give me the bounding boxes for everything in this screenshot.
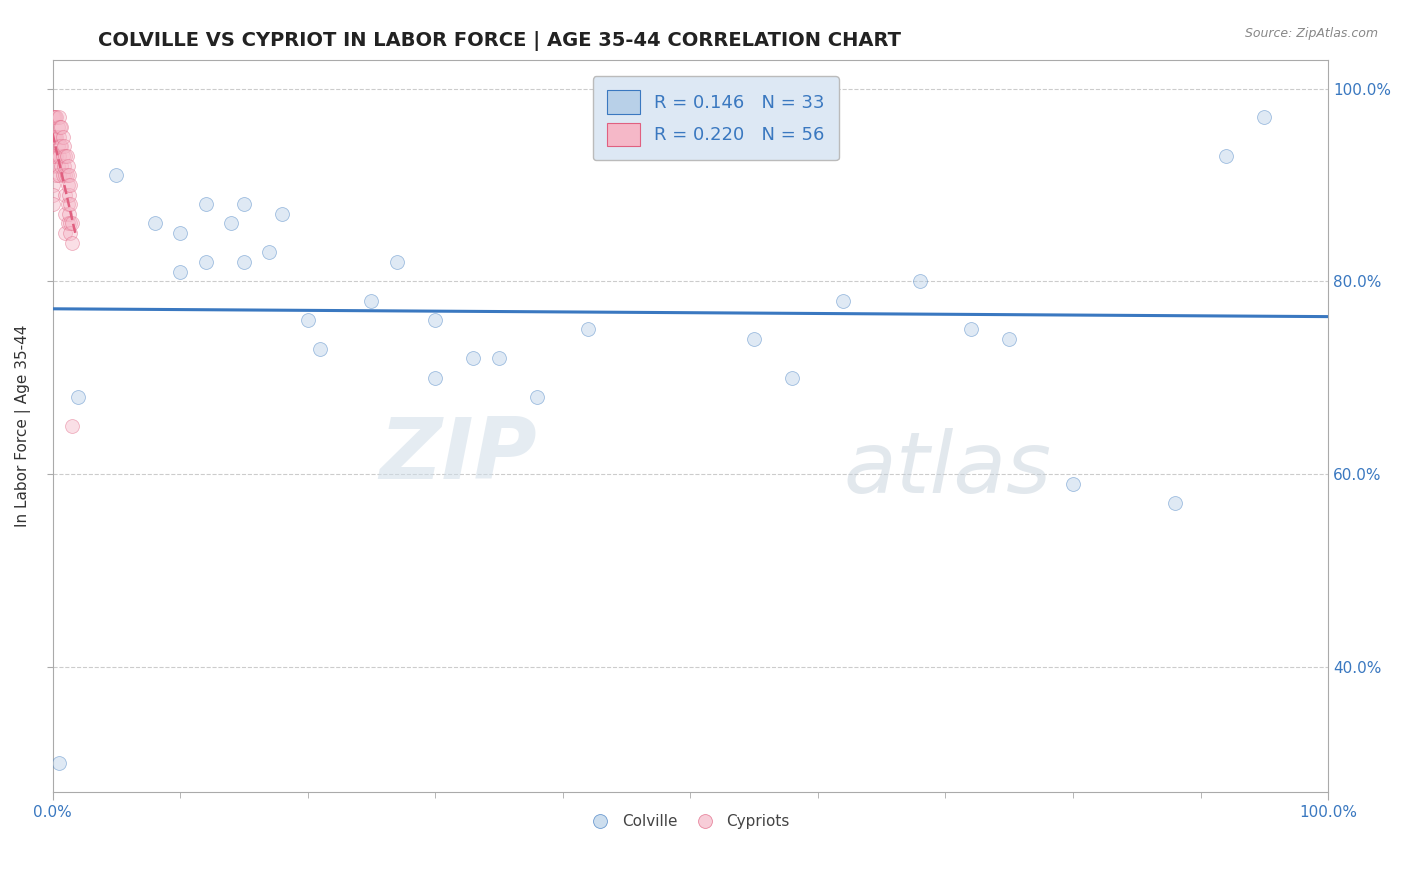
Point (53, 149, 76, 163)
Point (44, 149, 66, 163)
Point (60, 418, 83, 433)
Point (45, 168, 67, 182)
Y-axis label: In Labor Force | Age 35-44: In Labor Force | Age 35-44 (15, 325, 31, 527)
Point (908, 274, 931, 288)
Point (143, 216, 166, 230)
Point (998, 332, 1021, 346)
Point (59, 197, 82, 211)
Point (360, 293, 382, 308)
Point (385, 255, 408, 269)
Point (41, 197, 63, 211)
Point (232, 255, 254, 269)
Point (52, 149, 75, 163)
Point (51, 159, 73, 173)
Point (41, 149, 63, 163)
Point (52, 129, 75, 144)
Point (53, 187, 76, 202)
Point (41, 159, 63, 173)
Point (46, 159, 69, 173)
Point (49, 139, 72, 153)
Point (44, 129, 66, 144)
Point (297, 312, 319, 326)
Point (425, 312, 447, 326)
Point (41, 129, 63, 144)
Point (53, 139, 76, 153)
Point (55, 168, 77, 182)
Point (48, 129, 70, 144)
Point (41, 178, 63, 192)
Point (48, 756, 70, 770)
Point (45, 111, 67, 125)
Point (1164, 496, 1187, 510)
Point (309, 342, 332, 356)
Point (219, 216, 242, 230)
Point (51, 120, 73, 134)
Point (44, 111, 66, 125)
Point (60, 216, 83, 230)
Point (46, 120, 69, 134)
Point (169, 226, 191, 240)
Point (41, 187, 63, 202)
Point (48, 149, 70, 163)
Point (576, 322, 599, 336)
Point (742, 332, 765, 346)
Point (488, 351, 510, 366)
Point (271, 207, 294, 221)
Point (105, 168, 128, 182)
Point (53, 226, 76, 240)
Point (56, 197, 79, 211)
Point (46, 139, 69, 153)
Point (782, 370, 804, 384)
Point (1062, 476, 1084, 491)
Point (41, 149, 63, 163)
Point (526, 390, 548, 404)
Point (463, 351, 485, 366)
Point (45, 129, 67, 144)
Point (59, 226, 82, 240)
Point (53, 207, 76, 221)
Point (259, 245, 281, 260)
Point (56, 159, 79, 173)
Point (58, 187, 80, 202)
Point (53, 168, 76, 182)
Point (67, 390, 90, 404)
Point (425, 370, 447, 384)
Point (1253, 111, 1275, 125)
Point (49, 120, 72, 134)
Text: Source: ZipAtlas.com: Source: ZipAtlas.com (1244, 27, 1378, 40)
Point (45, 149, 67, 163)
Point (53, 159, 76, 173)
Point (56, 216, 79, 230)
Point (832, 293, 855, 308)
Point (60, 235, 83, 250)
Point (194, 255, 217, 269)
Point (960, 322, 983, 336)
Point (1215, 149, 1237, 163)
Point (51, 139, 73, 153)
Text: ZIP: ZIP (380, 414, 537, 497)
Legend: Colville, Cypriots: Colville, Cypriots (585, 807, 796, 836)
Point (194, 197, 217, 211)
Point (48, 111, 70, 125)
Point (52, 168, 75, 182)
Point (55, 149, 77, 163)
Point (42, 111, 65, 125)
Point (232, 197, 254, 211)
Point (48, 168, 70, 182)
Point (41, 111, 63, 125)
Point (59, 178, 82, 192)
Point (59, 216, 82, 230)
Text: atlas: atlas (844, 428, 1052, 511)
Point (56, 178, 79, 192)
Point (42, 149, 65, 163)
Point (58, 168, 80, 182)
Point (42, 129, 65, 144)
Point (169, 264, 191, 278)
Text: COLVILLE VS CYPRIOT IN LABOR FORCE | AGE 35-44 CORRELATION CHART: COLVILLE VS CYPRIOT IN LABOR FORCE | AGE… (98, 31, 901, 51)
Point (58, 207, 80, 221)
